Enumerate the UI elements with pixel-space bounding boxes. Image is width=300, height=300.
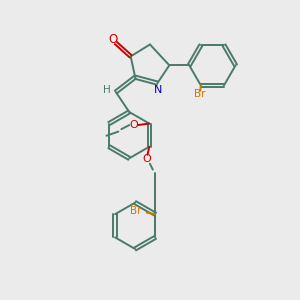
Text: O: O (108, 33, 118, 46)
Text: O: O (142, 154, 151, 164)
Text: Br: Br (194, 89, 206, 99)
Text: O: O (129, 120, 138, 130)
Text: H: H (103, 85, 111, 95)
Text: N: N (154, 85, 163, 95)
Text: Br: Br (130, 206, 142, 216)
